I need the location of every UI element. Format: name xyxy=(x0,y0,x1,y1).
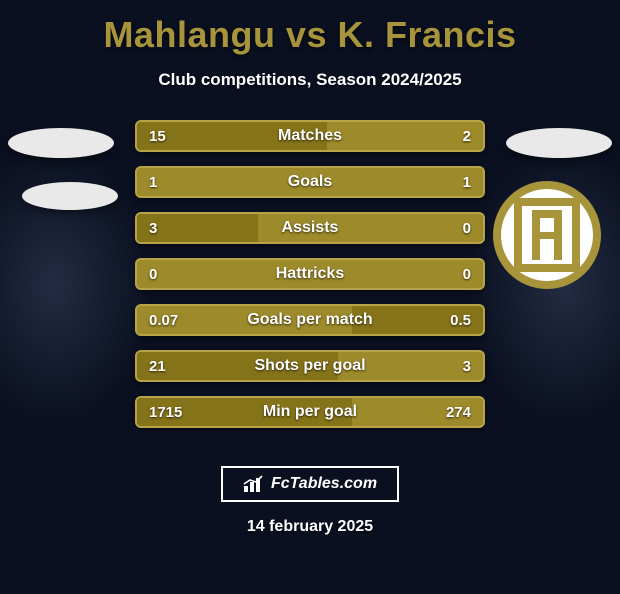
stat-label: Shots per goal xyxy=(137,357,483,375)
stat-bar: 0Hattricks0 xyxy=(135,258,485,290)
stat-right-value: 1 xyxy=(463,174,471,191)
stat-bar-inner: 3Assists0 xyxy=(137,214,483,242)
silhouette-ellipse xyxy=(8,128,114,158)
comparison-arena: 15Matches21Goals13Assists00Hattricks00.0… xyxy=(0,108,620,448)
brand-box: FcTables.com xyxy=(221,466,399,502)
stat-bar-inner: 0.07Goals per match0.5 xyxy=(137,306,483,334)
stat-right-value: 274 xyxy=(446,404,471,421)
club-crest-icon xyxy=(492,180,602,290)
stat-left-value: 0 xyxy=(149,266,157,283)
silhouette-ellipse xyxy=(22,182,118,210)
stat-label: Matches xyxy=(137,127,483,145)
stat-label: Goals xyxy=(137,173,483,191)
stat-label: Min per goal xyxy=(137,403,483,421)
stat-bar: 1Goals1 xyxy=(135,166,485,198)
stat-bar-inner: 0Hattricks0 xyxy=(137,260,483,288)
brand-chart-icon xyxy=(243,475,265,493)
stat-bar: 1715Min per goal274 xyxy=(135,396,485,428)
stat-right-value: 3 xyxy=(463,358,471,375)
stat-bar: 0.07Goals per match0.5 xyxy=(135,304,485,336)
stat-label: Hattricks xyxy=(137,265,483,283)
silhouette-ellipse xyxy=(506,128,612,158)
club-crest xyxy=(492,180,602,290)
stat-left-value: 1715 xyxy=(149,404,182,421)
stat-left-value: 3 xyxy=(149,220,157,237)
snapshot-date: 14 february 2025 xyxy=(0,518,620,536)
stat-right-value: 0 xyxy=(463,220,471,237)
stat-bar: 15Matches2 xyxy=(135,120,485,152)
stat-bar: 21Shots per goal3 xyxy=(135,350,485,382)
stat-bar: 3Assists0 xyxy=(135,212,485,244)
stat-left-value: 21 xyxy=(149,358,166,375)
stat-label: Assists xyxy=(137,219,483,237)
stat-right-value: 2 xyxy=(463,128,471,145)
stat-left-value: 15 xyxy=(149,128,166,145)
stat-bar-inner: 1Goals1 xyxy=(137,168,483,196)
stat-bar-inner: 15Matches2 xyxy=(137,122,483,150)
stat-left-value: 1 xyxy=(149,174,157,191)
stat-bar-inner: 21Shots per goal3 xyxy=(137,352,483,380)
stat-right-value: 0.5 xyxy=(450,312,471,329)
stat-label: Goals per match xyxy=(137,311,483,329)
comparison-title: Mahlangu vs K. Francis xyxy=(0,14,620,56)
stat-right-value: 0 xyxy=(463,266,471,283)
stat-bar-inner: 1715Min per goal274 xyxy=(137,398,483,426)
stat-bars: 15Matches21Goals13Assists00Hattricks00.0… xyxy=(135,120,485,428)
stat-left-value: 0.07 xyxy=(149,312,178,329)
brand-label: FcTables.com xyxy=(271,475,377,493)
comparison-subtitle: Club competitions, Season 2024/2025 xyxy=(0,70,620,90)
